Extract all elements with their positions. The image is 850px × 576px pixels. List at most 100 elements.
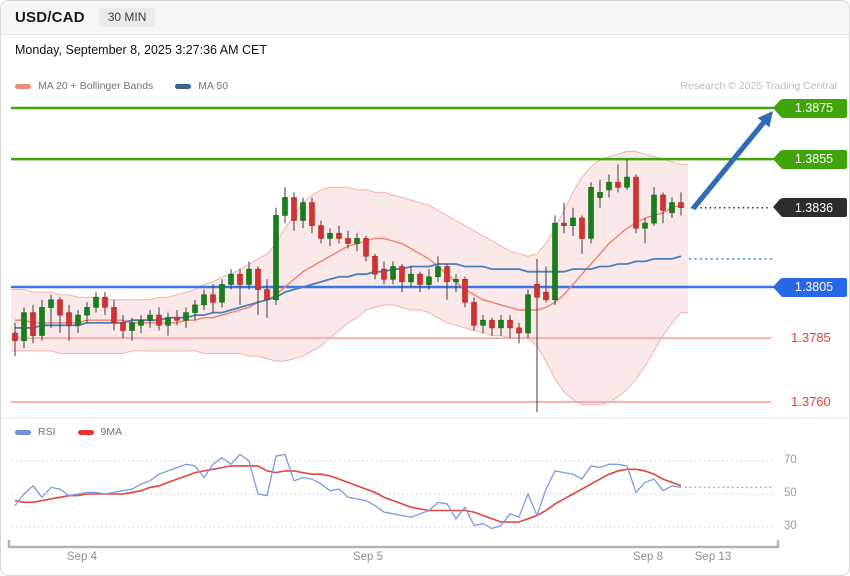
candle (498, 315, 504, 336)
rsi-legend-swatch (15, 429, 31, 435)
candle (660, 192, 666, 224)
rsi-line (14, 453, 682, 530)
candle (651, 187, 657, 226)
rsi-ma9-line (14, 465, 682, 523)
candle (219, 279, 225, 308)
candle (471, 297, 477, 331)
candle (75, 310, 81, 333)
datetime-label: Monday, September 8, 2025 3:27:36 AM CET (15, 43, 267, 57)
candle (345, 230, 351, 249)
main-legend-label: MA 20 + Bollinger Bands (38, 80, 154, 92)
main-chart-legend: MA 20 + Bollinger Bands MA 50 (15, 80, 228, 92)
credit-label: Research © 2025 Trading Central (680, 80, 837, 92)
candle (156, 307, 162, 331)
candle (579, 215, 585, 254)
candle (111, 299, 117, 331)
candle (273, 207, 279, 305)
candle (138, 315, 144, 333)
candle (39, 299, 45, 341)
candle (489, 317, 495, 336)
timeframe-badge[interactable]: 30 MIN (98, 7, 156, 28)
candle (192, 299, 198, 321)
candle (309, 197, 315, 234)
candle (57, 297, 63, 333)
candle (363, 235, 369, 262)
ma50-line (15, 255, 682, 329)
candle (93, 292, 99, 313)
candle (354, 233, 360, 252)
candle (66, 304, 72, 341)
candle (399, 264, 405, 293)
candle (507, 315, 513, 339)
candle (84, 302, 90, 323)
candle (642, 218, 648, 244)
symbol-title: USD/CAD (15, 9, 85, 26)
candle (165, 312, 171, 336)
rsi-legend-label: RSI (38, 426, 56, 438)
main-legend-swatch (15, 83, 31, 89)
candle (291, 192, 297, 231)
candle (21, 307, 27, 349)
bollinger-band-fill (11, 151, 688, 405)
candle (120, 315, 126, 339)
rsi-legend: RSI 9MA (15, 426, 122, 438)
candle (597, 179, 603, 208)
candle (210, 284, 216, 313)
time-axis-line (7, 540, 780, 549)
candle (336, 225, 342, 244)
rsi-legend-swatch (77, 429, 94, 435)
header: USD/CAD 30 MIN (1, 1, 849, 35)
candle (480, 315, 486, 333)
candle (624, 159, 630, 190)
main-legend-item: MA 20 + Bollinger Bands (15, 80, 153, 92)
candle (633, 174, 639, 234)
candle (228, 269, 234, 290)
main-legend-swatch (175, 83, 192, 89)
candle (408, 266, 414, 287)
candle (48, 294, 54, 328)
main-legend-label: MA 50 (198, 80, 229, 92)
candle (543, 266, 549, 303)
candle (147, 310, 153, 328)
candle (669, 197, 675, 218)
bollinger-lower-edge (11, 304, 688, 406)
candle (183, 307, 189, 328)
candle (570, 207, 576, 236)
candles-layer (12, 159, 684, 413)
rsi-legend-item: 9MA (77, 426, 123, 438)
candle (678, 192, 684, 216)
scenario-arrow-shaft (690, 119, 767, 211)
candle (264, 279, 270, 318)
candle (606, 174, 612, 198)
candle (417, 271, 423, 293)
candle (318, 220, 324, 244)
candle (381, 261, 387, 285)
candle (12, 322, 18, 356)
rsi-legend-label: 9MA (100, 426, 123, 438)
candle (426, 269, 432, 290)
candle (462, 276, 468, 308)
candle (552, 215, 558, 305)
candle (516, 322, 522, 344)
candle (300, 197, 306, 229)
bollinger-upper-edge (11, 151, 688, 301)
candle (255, 266, 261, 316)
candle (444, 264, 450, 300)
rsi-legend-item: RSI (15, 426, 56, 438)
candle (282, 187, 288, 224)
candle (534, 258, 540, 413)
candle (30, 304, 36, 344)
candle (453, 274, 459, 293)
candle (525, 289, 531, 339)
candle (435, 256, 441, 282)
candle (588, 182, 594, 244)
scenario-arrow-head (757, 111, 773, 128)
candle (102, 292, 108, 316)
candle (390, 261, 396, 285)
candle (372, 253, 378, 280)
candle (327, 228, 333, 247)
candle (561, 202, 567, 234)
candle (201, 289, 207, 310)
